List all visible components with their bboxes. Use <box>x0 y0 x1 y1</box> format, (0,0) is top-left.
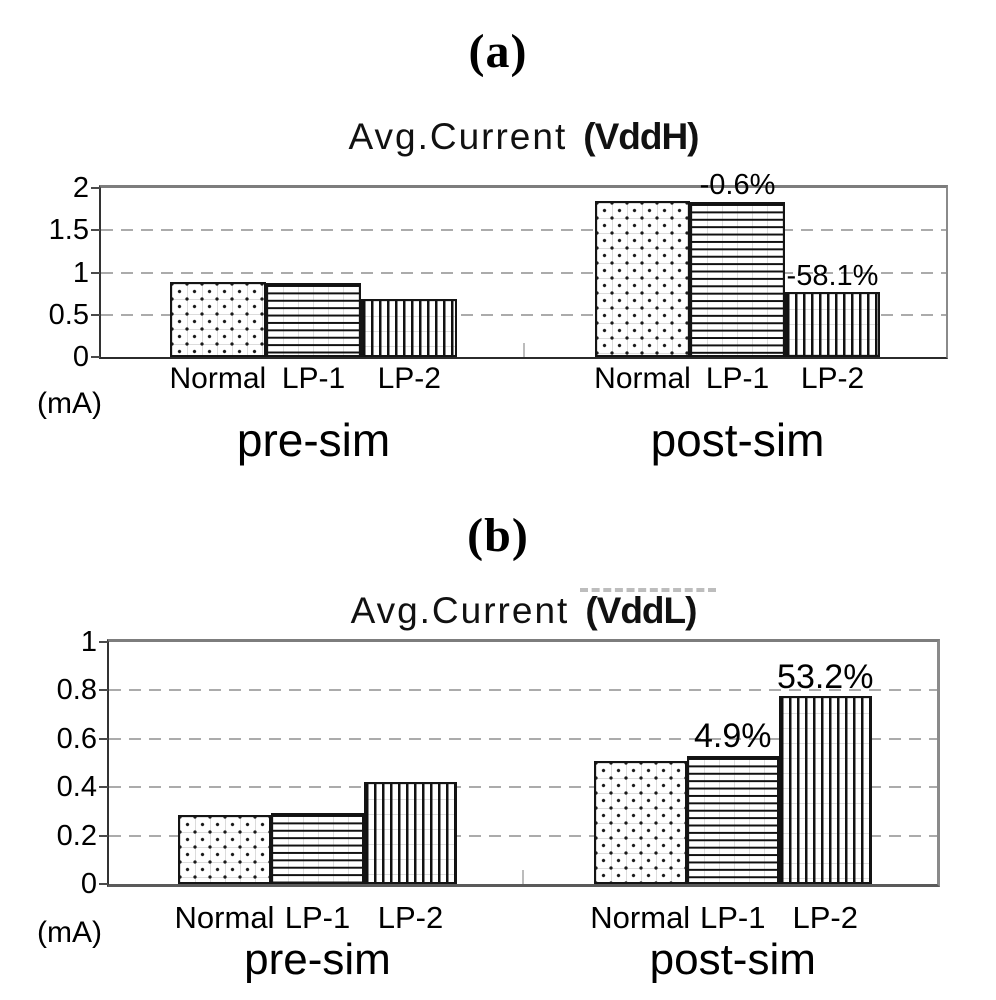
y-tick-mark <box>91 187 100 189</box>
category-label-LP-1: LP-1 <box>284 900 351 935</box>
bar-post-sim-Normal <box>594 760 687 884</box>
group-label-post-sim: post-sim <box>650 414 825 466</box>
category-label-LP-2: LP-2 <box>800 362 865 395</box>
y-tick-label: 2 <box>72 172 89 204</box>
chart-a-plot-area: 0 0.5 1 1.5 2 (mA) Normal LP-1 LP-2 pre-sim Normal… <box>37 170 948 466</box>
annotation-post-sim-LP-2: 53.2% <box>777 657 874 696</box>
bar-pre-sim-LP-1 <box>271 812 364 884</box>
y-tick-mark <box>99 689 108 692</box>
gridline-0.5 <box>101 313 946 316</box>
y-tick-label: 1 <box>80 626 97 658</box>
y-tick-mark <box>91 313 100 316</box>
bar-post-sim-LP-2 <box>779 696 872 884</box>
bar-post-sim-LP-2 <box>785 291 880 357</box>
y-tick-mark <box>99 834 108 837</box>
group-label-post-sim: post-sim <box>649 935 816 984</box>
bar-pre-sim-LP-2 <box>364 782 457 884</box>
gridline-1.5 <box>101 229 946 232</box>
category-label-Normal: Normal <box>594 362 691 395</box>
category-label-Normal: Normal <box>169 362 267 395</box>
chart-a-title: Avg.Current (VddH) <box>99 116 948 158</box>
category-label-LP-2: LP-2 <box>377 900 444 935</box>
y-tick-mark <box>91 356 100 358</box>
y-axis-unit-label: (mA) <box>37 387 102 420</box>
y-tick-label: 0 <box>80 868 97 900</box>
y-tick-mark <box>91 271 100 274</box>
bar-pre-sim-Normal <box>178 815 271 884</box>
y-tick-label: 0.4 <box>56 771 97 804</box>
category-label-LP-2: LP-2 <box>792 900 858 935</box>
annotation-post-sim-LP-2: -58.1% <box>786 259 879 292</box>
bar-post-sim-Normal <box>595 200 690 357</box>
category-divider-tick <box>522 343 525 357</box>
chart-b-title-main: Avg.Current <box>350 590 570 631</box>
gridline-1 <box>101 271 946 274</box>
y-tick-mark <box>99 786 108 789</box>
y-tick-label: 0 <box>72 341 89 373</box>
y-tick-label: 1.5 <box>48 214 89 247</box>
category-label-LP-2: LP-2 <box>377 362 441 395</box>
group-label-pre-sim: pre-sim <box>244 935 391 984</box>
y-tick-mark <box>99 641 108 643</box>
category-label-LP-1: LP-1 <box>700 900 766 935</box>
chart-b-title-suffix: (VddL) <box>585 590 697 631</box>
gridline-0.4 <box>109 786 937 789</box>
group-label-pre-sim: pre-sim <box>236 414 391 466</box>
chart-a-title-main: Avg.Current <box>348 116 568 157</box>
chart-a-title-suffix: (VddH) <box>583 116 699 157</box>
y-tick-mark <box>91 229 100 232</box>
bar-post-sim-LP-1 <box>690 201 785 357</box>
y-axis-unit-label: (mA) <box>37 916 102 949</box>
bar-pre-sim-LP-2 <box>361 298 458 357</box>
bar-post-sim-LP-1 <box>686 755 779 884</box>
gridline-0.8 <box>109 689 937 692</box>
y-tick-mark <box>99 883 108 885</box>
chart-b-title: Avg.Current (VddL) <box>107 590 940 632</box>
y-tick-label: 0.5 <box>48 298 89 331</box>
bar-pre-sim-LP-1 <box>265 282 362 357</box>
chart-b-plot-area: 0 0.2 0.4 0.6 0.8 1 (mA) Normal LP-1 LP-2 pre-sim N… <box>37 626 940 984</box>
y-tick-label: 1 <box>72 256 89 289</box>
y-tick-label: 0.6 <box>56 722 97 755</box>
panel-a-label: (a) <box>468 25 528 78</box>
category-label-LP-1: LP-1 <box>705 362 770 395</box>
category-divider-tick <box>522 870 524 884</box>
bar-pre-sim-Normal <box>170 281 266 357</box>
category-label-LP-1: LP-1 <box>281 362 346 395</box>
y-tick-label: 0.8 <box>56 674 97 707</box>
annotation-post-sim-LP-1: 4.9% <box>694 717 772 756</box>
y-tick-mark <box>99 737 108 740</box>
gridline-0.2 <box>109 834 937 837</box>
gridline-0.6 <box>109 737 937 740</box>
panel-b-label: (b) <box>467 509 529 562</box>
annotation-post-sim-LP-1: -0.6% <box>699 169 776 202</box>
y-tick-label: 0.2 <box>56 819 97 852</box>
scan-artifact-line <box>580 588 716 592</box>
category-label-Normal: Normal <box>590 900 691 935</box>
category-label-Normal: Normal <box>174 900 275 935</box>
